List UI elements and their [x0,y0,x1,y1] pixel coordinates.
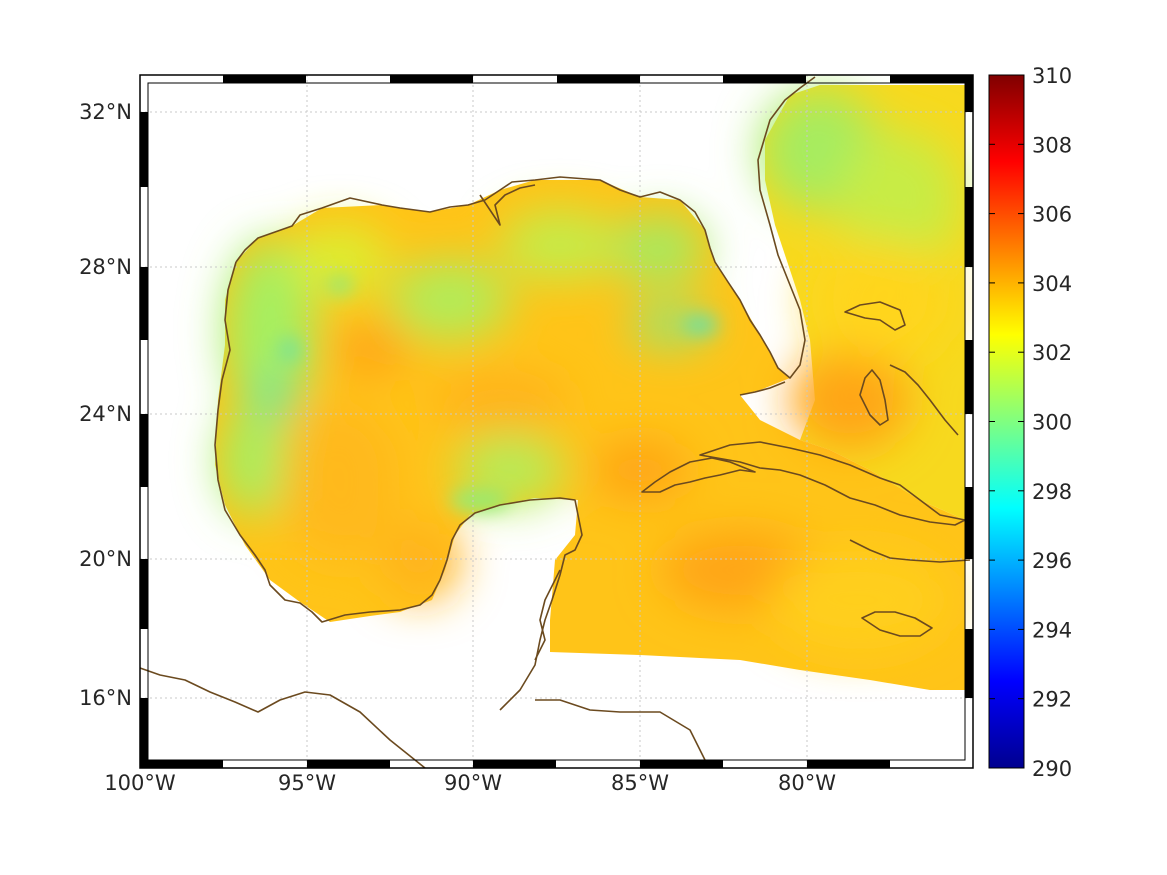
lat-label: 24°N [79,402,132,426]
lat-label: 16°N [79,686,132,710]
florida-keys [739,381,786,396]
colorbar-tick-label: 292 [1032,688,1072,712]
honduras-coast [535,699,706,761]
colorbar-tick-label: 304 [1032,272,1072,296]
yucatan-east [534,569,561,661]
longitude-axis: 100°W 95°W 90°W 85°W 80°W [104,771,836,795]
colorbar-tick-label: 296 [1032,549,1072,573]
bahamas-andros [859,369,889,426]
map-frame [139,74,974,769]
colorbar-ticks: 310 308 306 304 302 300 298 296 294 292 290 [989,64,1072,781]
cuba [641,441,971,563]
colorbar-tick-label: 310 [1032,64,1072,88]
lon-label: 90°W [444,771,502,795]
lon-label: 95°W [278,771,336,795]
colorbar-tick-label: 294 [1032,618,1072,642]
lon-label: 85°W [611,771,669,795]
latitude-axis: 32°N 28°N 24°N 20°N 16°N [79,100,132,710]
colorbar-tick-label: 298 [1032,480,1072,504]
central-america-coast [139,667,426,769]
mississippi-delta [479,184,536,226]
gulf-coast-north [235,76,816,379]
gulf-coast-west [214,261,583,711]
coastlines [139,76,971,769]
colorbar-tick-label: 308 [1032,133,1072,157]
lon-label: 80°W [778,771,836,795]
bahamas-chain [889,364,959,436]
lat-label: 32°N [79,100,132,124]
colorbar: 310 308 306 304 302 300 298 296 294 292 290 [988,64,1072,781]
lon-label: 100°W [104,771,176,795]
grid-lines [140,75,973,768]
lat-label: 28°N [79,255,132,279]
colorbar-tick-label: 290 [1032,757,1072,781]
lat-label: 20°N [79,547,132,571]
colorbar-tick-label: 300 [1032,411,1072,435]
colorbar-tick-label: 306 [1032,203,1072,227]
sst-field [215,85,965,690]
bahamas-grand [844,301,906,331]
colorbar-tick-label: 302 [1032,341,1072,365]
jamaica [861,611,933,637]
